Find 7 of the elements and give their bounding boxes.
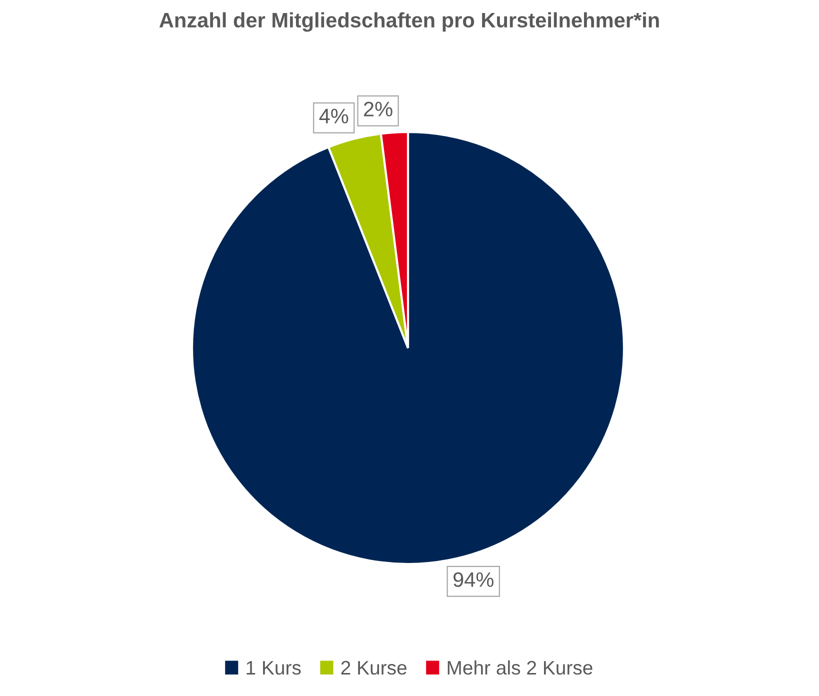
data-label: 94%: [454, 572, 494, 587]
data-label: 2%: [364, 102, 392, 116]
legend-label: 2 Kurse: [341, 660, 406, 675]
legend-label: 1 Kurs: [246, 661, 301, 675]
data-label: 4%: [319, 108, 348, 124]
chart-title: Anzahl der Mitgliedschaften pro Kursteilnehmer*in: [159, 12, 659, 32]
legend-label: Mehr als 2 Kurse: [448, 660, 592, 675]
